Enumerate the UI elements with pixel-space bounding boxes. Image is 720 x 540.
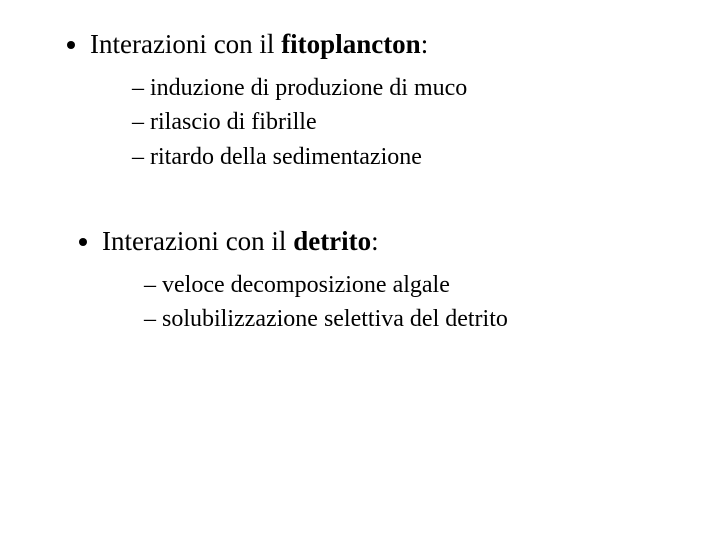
- section-suffix: :: [371, 226, 379, 256]
- bullet-list-2: Interazioni con il detrito: veloce decom…: [12, 225, 720, 336]
- bullet-list-1: Interazioni con il fitoplancton: induzio…: [0, 28, 720, 173]
- list-item: Interazioni con il fitoplancton: induzio…: [90, 28, 720, 173]
- indented-section: Interazioni con il detrito: veloce decom…: [0, 225, 720, 336]
- section-bold-term: detrito: [293, 226, 371, 256]
- sub-list-item: rilascio di fibrille: [132, 106, 720, 138]
- sub-list-item: ritardo della sedimentazione: [132, 141, 720, 173]
- list-item: Interazioni con il detrito: veloce decom…: [102, 225, 720, 336]
- sub-list-item: induzione di produzione di muco: [132, 72, 720, 104]
- sub-list: induzione di produzione di muco rilascio…: [90, 72, 720, 173]
- slide-content: Interazioni con il fitoplancton: induzio…: [0, 0, 720, 540]
- section-gap: [0, 183, 720, 225]
- sub-list-item: veloce decomposizione algale: [144, 269, 720, 301]
- sub-list-item: solubilizzazione selettiva del detrito: [144, 303, 720, 335]
- section-prefix: Interazioni con il: [90, 29, 281, 59]
- sub-list: veloce decomposizione algale solubilizza…: [102, 269, 720, 336]
- section-bold-term: fitoplancton: [281, 29, 421, 59]
- section-suffix: :: [421, 29, 429, 59]
- section-prefix: Interazioni con il: [102, 226, 293, 256]
